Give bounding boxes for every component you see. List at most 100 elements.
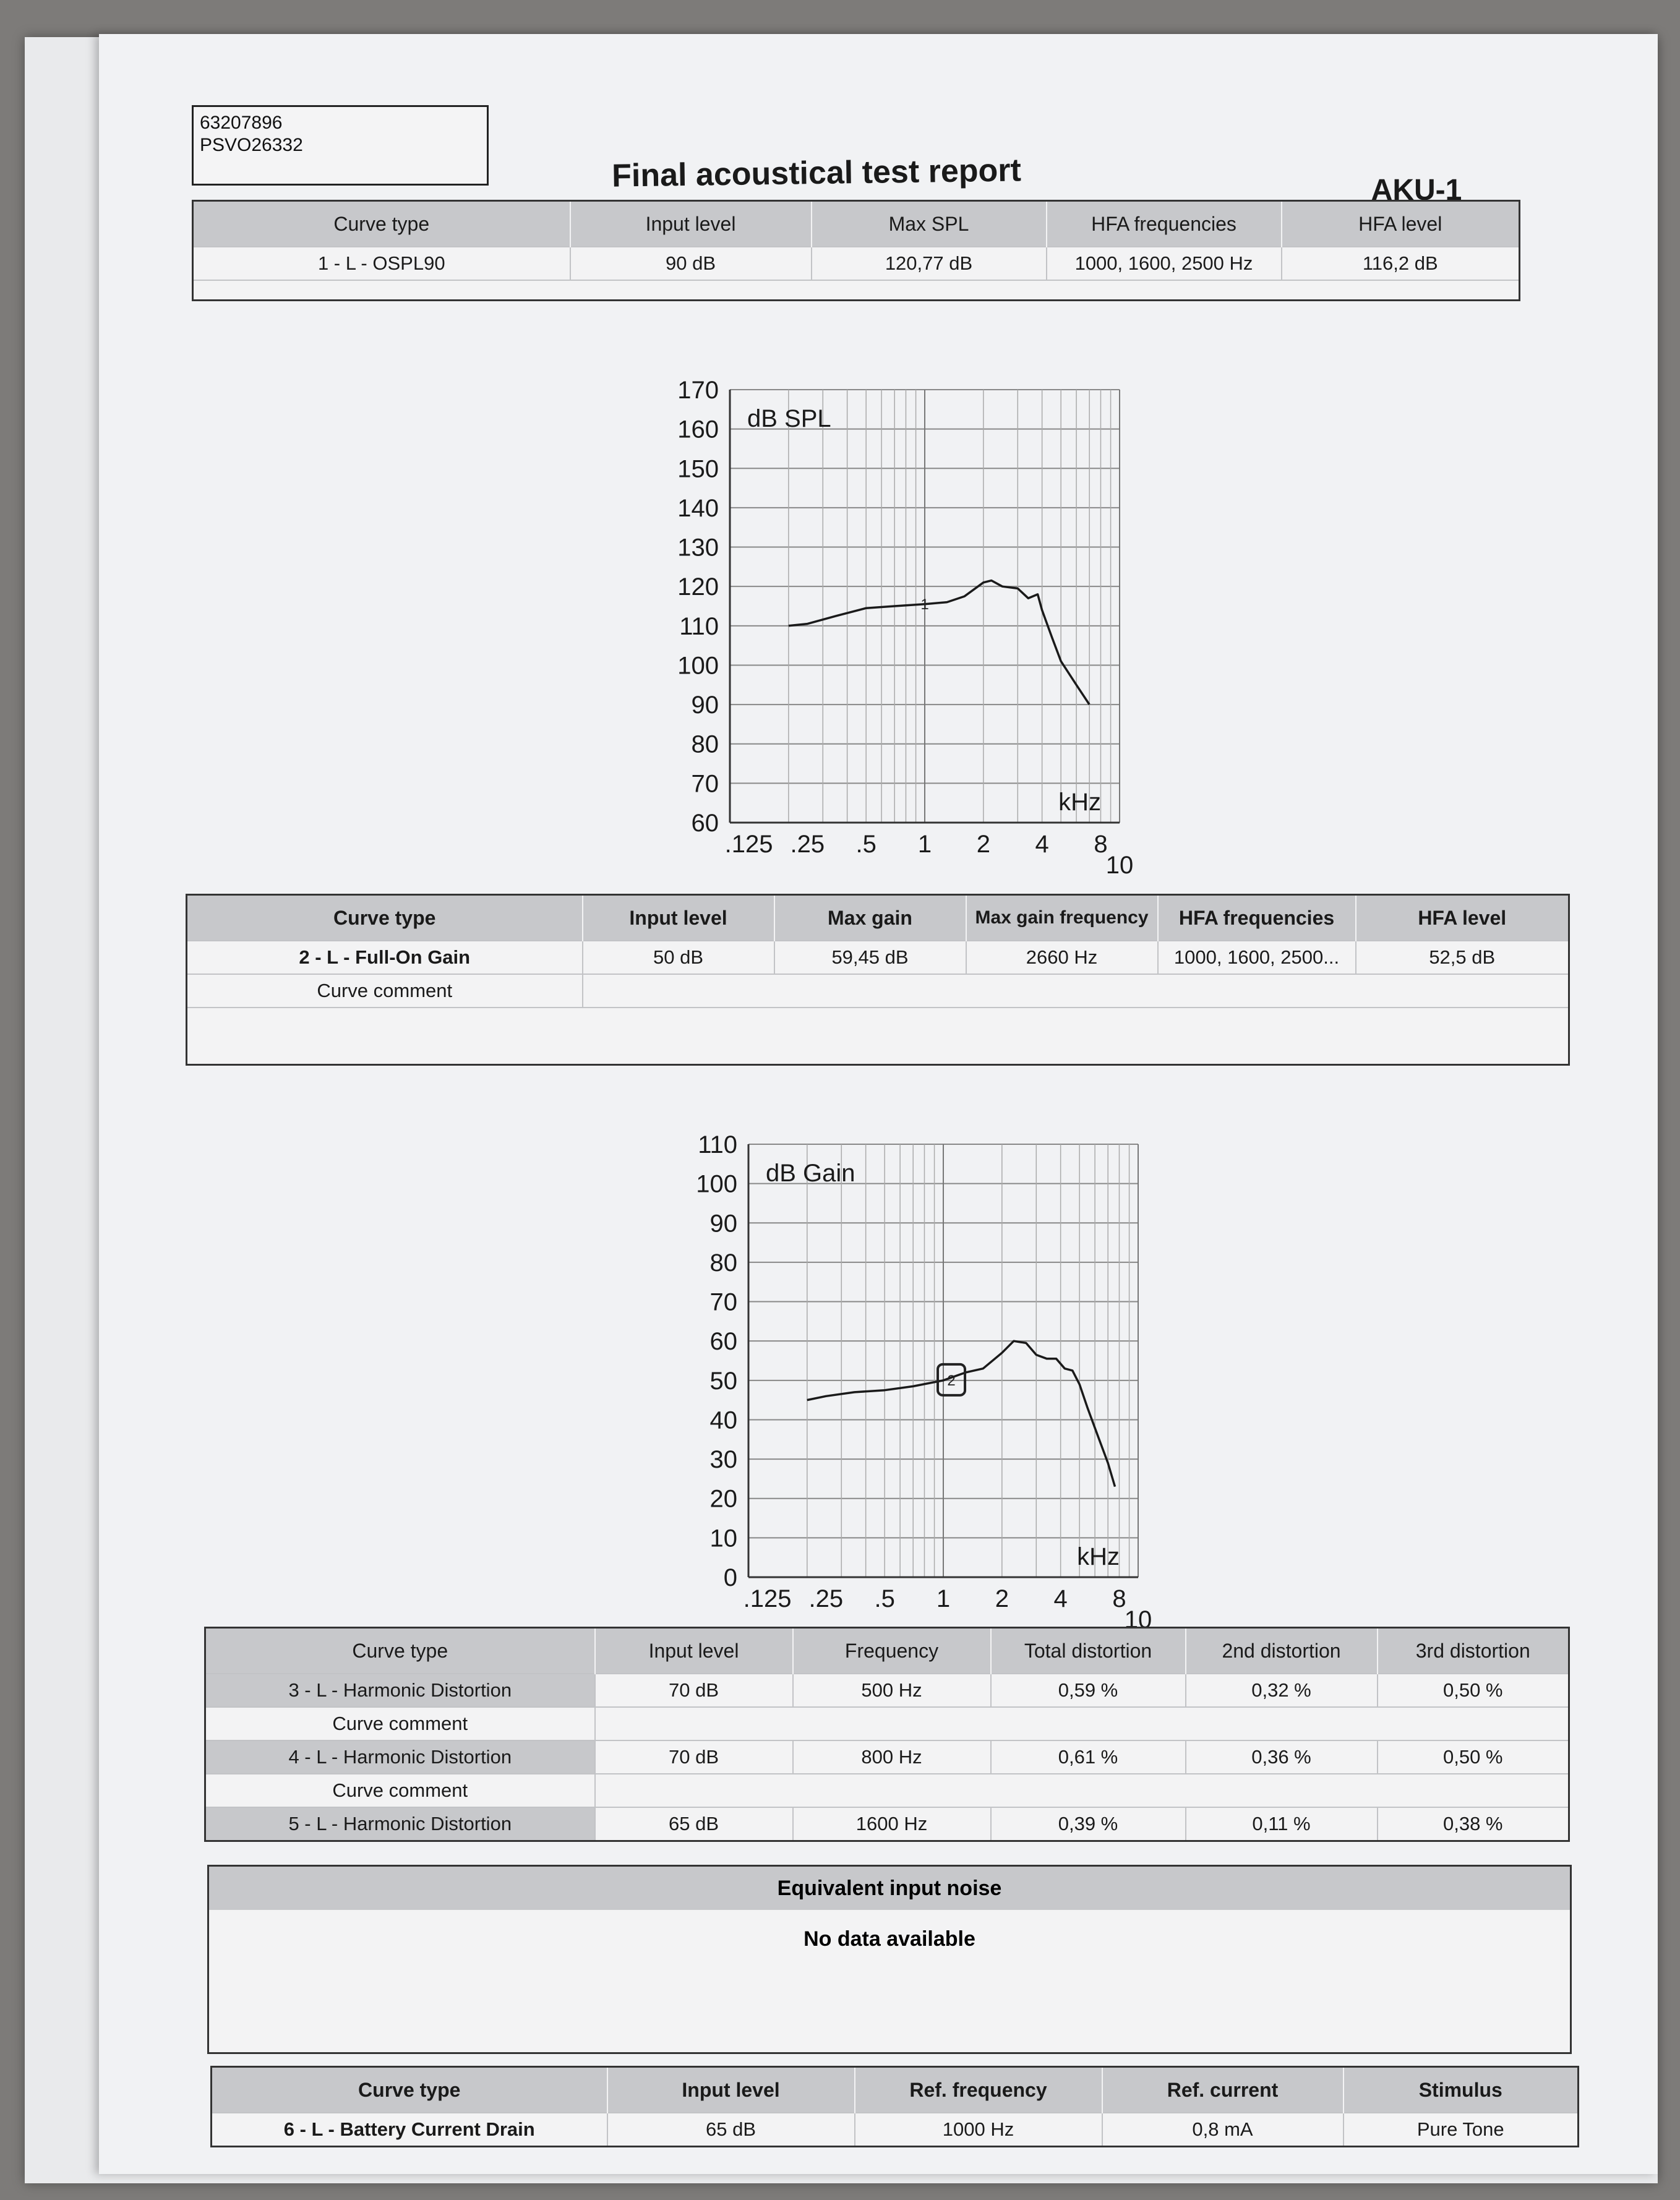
y-tick-label: 170 [677,377,719,404]
table-cell: 0,36 % [1185,1740,1378,1774]
table-cell: 1000 Hz [854,2112,1103,2147]
table-row: 1 - L - OSPL90 90 dB 120,77 dB 1000, 160… [192,246,1520,281]
curve-comment-label: Curve comment [204,1773,596,1808]
table-cell: 0,32 % [1185,1673,1378,1708]
table-cell: 59,45 dB [773,940,967,975]
page-title: Final acoustical test report [611,152,1022,194]
column-header: Frequency [792,1627,991,1674]
y-tick-label: 30 [710,1446,738,1473]
table-cell: 2660 Hz [965,940,1159,975]
table-cell: 1600 Hz [792,1807,992,1842]
table-cell: 800 Hz [792,1740,992,1774]
table-cell: 50 dB [581,940,775,975]
x-tick-label: .5 [855,831,876,858]
table-cell: 0,50 % [1376,1740,1570,1774]
y-tick-label: 160 [677,416,719,443]
table-cell: 3 - L - Harmonic Distortion [204,1673,596,1708]
curve-comment-label: Curve comment [204,1706,596,1741]
y-axis-label: dB SPL [747,405,831,432]
table-cell: 1000, 1600, 2500 Hz [1045,246,1282,281]
y-tick-label: 70 [710,1289,738,1316]
id-box: 63207896 PSVO26332 [192,105,489,186]
column-header: Curve type [204,1627,595,1674]
y-tick-label: 90 [692,691,719,719]
x-tick-label: .25 [809,1585,844,1612]
x-tick-label: .25 [791,831,825,858]
x-tick-label: 8 [1094,831,1107,858]
curve-marker-label: 2 [947,1372,955,1389]
x-tick-label: 10 [1106,852,1134,879]
x-axis-label: kHz [1058,789,1101,816]
battery-drain-table: Curve type Input level Ref. frequency Re… [210,2066,1579,2147]
column-header: Input level [569,200,812,247]
ospl90-chart: 17016015014013012011010090807060.125.25.… [677,377,1134,879]
table-cell: 6 - L - Battery Current Drain [210,2112,608,2147]
table-cell: 65 dB [594,1807,794,1842]
column-header: Input level [581,894,774,941]
curve-comment-value [594,1706,1570,1741]
x-tick-label: 8 [1112,1585,1126,1612]
table-cell: 0,39 % [990,1807,1186,1842]
column-header: Input level [606,2066,855,2113]
x-tick-label: .5 [874,1585,894,1612]
table-row: 5 - L - Harmonic Distortion 65 dB 1600 H… [204,1807,1570,1842]
table-row: 6 - L - Battery Current Drain 65 dB 1000… [210,2112,1579,2147]
column-header: Input level [594,1627,793,1674]
table-header-row: Curve type Input level Max gain Max gain… [186,894,1569,941]
x-tick-label: 2 [977,831,990,858]
ospl90-table: Curve type Input level Max SPL HFA frequ… [192,200,1520,301]
table-cell: 0,8 mA [1101,2112,1344,2147]
table-header-row: Curve type Input level Frequency Total d… [204,1627,1569,1674]
y-tick-label: 100 [696,1171,737,1198]
table-cell: 90 dB [569,246,812,281]
y-tick-label: 90 [710,1210,738,1237]
curve-comment-value [581,974,1570,1008]
table-cell: 5 - L - Harmonic Distortion [204,1807,596,1842]
y-tick-label: 50 [710,1368,738,1395]
x-tick-label: .125 [725,831,773,858]
column-header: Max gain [773,894,966,941]
column-header: Stimulus [1342,2066,1579,2113]
x-tick-label: 1 [918,831,932,858]
curve-marker-label: 1 [920,596,928,613]
x-tick-label: 4 [1035,831,1049,858]
column-header: Ref. current [1101,2066,1344,2113]
x-tick-label: .125 [744,1585,792,1612]
column-header: Ref. frequency [854,2066,1102,2113]
y-tick-label: 40 [710,1406,738,1434]
column-header: HFA frequencies [1045,200,1282,247]
y-tick-label: 110 [679,613,719,640]
column-header: Curve type [192,200,570,247]
table-cell: 0,11 % [1185,1807,1378,1842]
noise-title: Equivalent input noise [209,1867,1570,1910]
y-tick-label: 100 [677,652,719,679]
table-row: Curve comment [204,1773,1570,1808]
x-tick-label: 1 [936,1585,950,1612]
id-line-1: 63207896 [200,113,283,133]
table-row: Curve comment [186,974,1570,1008]
table-cell: 2 - L - Full-On Gain [186,940,583,975]
table-cell: 0,38 % [1376,1807,1570,1842]
column-header: Curve type [186,894,583,941]
curve-marker-box [936,1363,967,1397]
column-header: 3rd distortion [1376,1627,1569,1674]
noise-message: No data available [804,1927,975,1951]
column-header: 2nd distortion [1185,1627,1378,1674]
table-cell: 1 - L - OSPL90 [192,246,571,281]
table-cell: 500 Hz [792,1673,992,1708]
x-axis-label: kHz [1077,1543,1120,1570]
table-cell: 70 dB [594,1740,794,1774]
y-tick-label: 80 [710,1249,738,1277]
id-line-2: PSVO26332 [200,135,303,155]
y-axis-label: dB Gain [766,1160,855,1187]
table-header-row: Curve type Input level Ref. frequency Re… [210,2066,1579,2113]
column-header: Max SPL [810,200,1047,247]
report-page: 63207896 PSVO26332 Final acoustical test… [99,34,1658,2174]
table-header-row: Curve type Input level Max SPL HFA frequ… [192,200,1520,247]
y-tick-label: 60 [692,810,719,837]
table-cell: 1000, 1600, 2500... [1157,940,1356,975]
table-row: 3 - L - Harmonic Distortion 70 dB 500 Hz… [204,1673,1570,1708]
harmonic-distortion-table: Curve type Input level Frequency Total d… [204,1627,1570,1842]
y-tick-label: 10 [710,1525,738,1552]
